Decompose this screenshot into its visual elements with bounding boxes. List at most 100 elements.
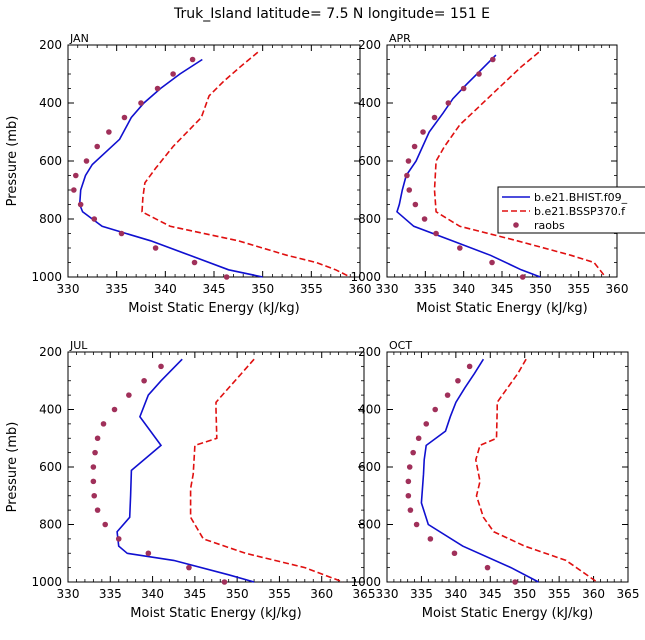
x-tick-label: 345 [203, 282, 226, 296]
raobs-point [411, 143, 418, 150]
raobs-point [102, 521, 109, 528]
x-tick-label: 340 [154, 282, 177, 296]
figure-title: Truk_Island latitude= 7.5 N longitude= 1… [173, 6, 490, 22]
raobs-point [445, 100, 452, 106]
y-tick-label: 400 [358, 403, 381, 417]
y-tick-label: 1000 [350, 575, 381, 589]
raobs-point [170, 71, 176, 77]
raobs-point [433, 230, 439, 237]
y-tick-label: 1000 [350, 270, 381, 284]
ssp370-line [433, 51, 607, 278]
raobs-point [484, 564, 491, 571]
panel-label: JUL [69, 339, 88, 352]
x-tick-label: 350 [226, 587, 249, 601]
raobs-point [90, 464, 97, 470]
x-tick-label: 360 [582, 587, 605, 601]
raobs-point [77, 201, 84, 208]
x-tick-label: 365 [617, 587, 640, 601]
raobs-point [121, 114, 128, 121]
raobs-point [72, 172, 79, 179]
x-tick-label: 345 [491, 282, 514, 296]
raobs-point [111, 406, 118, 413]
raobs-point [412, 201, 419, 208]
raobs-point [94, 143, 100, 150]
raobs-point [476, 71, 482, 77]
y-tick-label: 200 [358, 38, 381, 52]
raobs-point [145, 550, 152, 557]
y-axis-label: Pressure (mb) [5, 422, 20, 513]
raobs-point [413, 521, 420, 528]
raobs-point [138, 100, 144, 106]
x-tick-label: 355 [548, 587, 571, 601]
raobs-point [406, 464, 413, 470]
y-tick-label: 800 [39, 212, 62, 226]
x-tick-label: 340 [141, 587, 164, 601]
ssp370-line [474, 358, 598, 583]
raobs-point [92, 449, 98, 456]
ssp370-line [141, 51, 351, 278]
panel-label: JAN [69, 32, 89, 45]
raobs-point [423, 421, 430, 427]
raobs-point [83, 158, 90, 164]
raobs-point [94, 435, 101, 442]
raobs-point [221, 579, 228, 585]
plot-frame [67, 44, 361, 278]
raobs-point [407, 507, 414, 513]
legend-symbol-raobs [513, 222, 519, 228]
panel-jul: 330 335 340 345 350 355 360 365 200 400 600 800 1000… [5, 339, 375, 621]
x-tick-label: 340 [452, 282, 475, 296]
raobs-point [404, 172, 410, 179]
x-tick-label: 330 [57, 282, 80, 296]
x-tick-label: 365 [353, 587, 376, 601]
x-tick-label: 330 [57, 587, 80, 601]
y-tick-label: 400 [39, 96, 62, 110]
raobs-point [186, 564, 192, 571]
y-tick-label: 600 [358, 154, 381, 168]
x-tick-label: 350 [513, 587, 536, 601]
x-tick-label: 355 [268, 587, 291, 601]
raobs-point [406, 187, 413, 193]
x-tick-label: 330 [376, 587, 399, 601]
x-axis-label: Moist Static Energy (kJ/kg) [128, 301, 299, 316]
raobs-point [455, 377, 461, 384]
y-tick-label: 600 [39, 154, 62, 168]
x-tick-label: 345 [479, 587, 502, 601]
raobs-point [420, 129, 426, 135]
raobs-point [94, 507, 101, 513]
panel-label: OCT [389, 339, 412, 352]
raobs-point [519, 274, 526, 280]
y-tick-label: 400 [358, 96, 381, 110]
raobs-point [90, 478, 97, 485]
raobs-point [489, 259, 495, 266]
x-tick-label: 335 [414, 282, 437, 296]
raobs-point [158, 363, 164, 370]
x-axis-label: Moist Static Energy (kJ/kg) [130, 606, 301, 621]
x-tick-label: 355 [567, 282, 590, 296]
raobs-point [444, 392, 451, 398]
raobs-point [432, 406, 439, 413]
hist-line [396, 54, 541, 278]
legend-box [497, 186, 645, 234]
raobs-point [126, 392, 132, 398]
panels: 330 335 340 345 350 355 360 200 400 600 800 1000 JAN… [5, 32, 639, 621]
panel-apr: 330 335 340 345 350 355 360 200 400 600 800 1000 APR… [350, 32, 628, 316]
raobs-point [490, 56, 496, 63]
raobs-point [118, 230, 125, 237]
x-tick-label: 340 [444, 587, 467, 601]
x-axis-label: Moist Static Energy (kJ/kg) [416, 301, 587, 316]
hist-line [78, 58, 263, 278]
x-tick-label: 335 [410, 587, 433, 601]
raobs-point [405, 478, 412, 485]
raobs-point [451, 550, 458, 557]
legend-label: b.e21.BSSP370.f [534, 205, 626, 218]
raobs-point [466, 363, 473, 370]
x-tick-label: 360 [310, 587, 333, 601]
raobs-point [191, 259, 198, 266]
legend-label: b.e21.BHIST.f09_ [534, 191, 628, 204]
raobs-point [91, 492, 98, 499]
x-tick-label: 355 [300, 282, 323, 296]
x-tick-label: 330 [376, 282, 399, 296]
y-tick-label: 200 [358, 345, 381, 359]
